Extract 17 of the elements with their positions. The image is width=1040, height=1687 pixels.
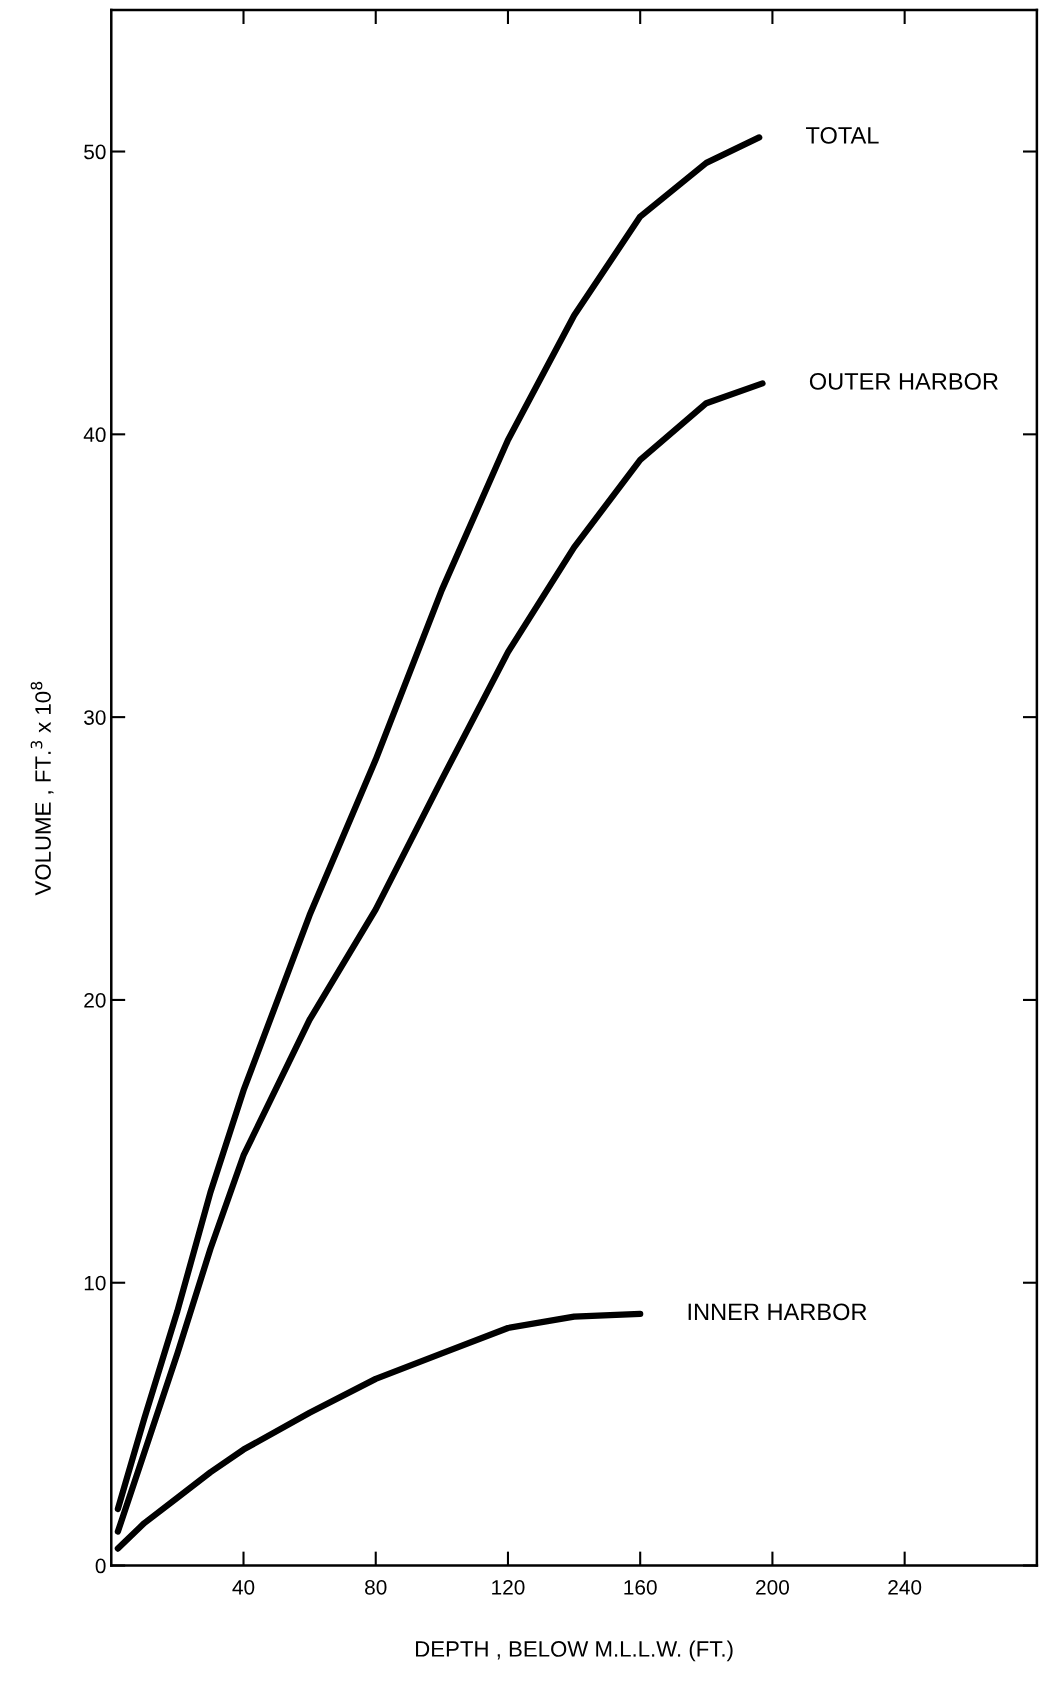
text: OUTER HARBOR xyxy=(809,373,998,390)
x-tick-label: 160 xyxy=(624,1579,657,1595)
x-axis-title: DEPTH , BELOW M.L.L.W. (FT.) xyxy=(416,1640,733,1662)
y-tick-label: 10 xyxy=(84,1275,106,1291)
x-tick-label: 240 xyxy=(888,1579,922,1595)
x-tick-label: 80 xyxy=(365,1579,387,1595)
y-tick-label: 30 xyxy=(84,710,106,725)
y-axis-title: VOLUME , FT.$^{3}$ x 10$^{8}$ xyxy=(30,681,54,896)
x-tick-label: 40 xyxy=(232,1579,255,1595)
x-tick-label: 120 xyxy=(492,1579,525,1595)
series-label: TOTAL xyxy=(806,127,879,144)
y-tick-label: 50 xyxy=(84,144,106,160)
y-tick-label: 40 xyxy=(83,427,106,443)
y-tick-label: 0 xyxy=(95,1558,106,1574)
text: INNER HARBOR xyxy=(688,1303,867,1321)
x-tick-label: 200 xyxy=(756,1579,789,1595)
y-tick-label: 20 xyxy=(84,992,106,1008)
